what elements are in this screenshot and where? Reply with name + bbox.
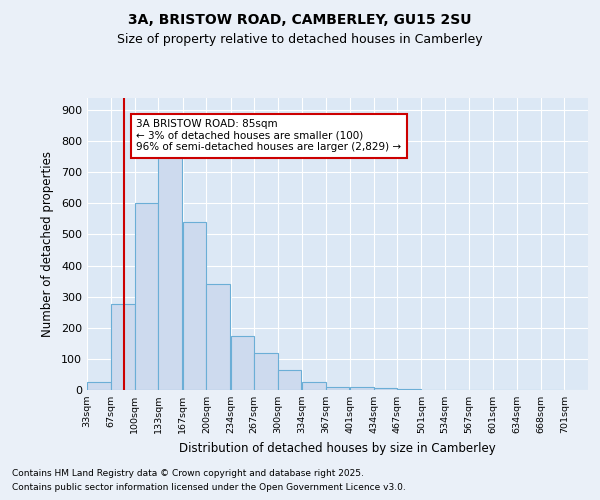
X-axis label: Distribution of detached houses by size in Camberley: Distribution of detached houses by size … — [179, 442, 496, 454]
Y-axis label: Number of detached properties: Number of detached properties — [41, 151, 54, 337]
Bar — [87, 382, 110, 390]
Bar — [374, 388, 397, 390]
Bar — [326, 387, 349, 390]
Text: Contains HM Land Registry data © Crown copyright and database right 2025.: Contains HM Land Registry data © Crown c… — [12, 468, 364, 477]
Bar — [158, 156, 182, 390]
Bar — [111, 304, 135, 390]
Bar — [206, 284, 230, 390]
Text: Size of property relative to detached houses in Camberley: Size of property relative to detached ho… — [117, 32, 483, 46]
Text: 3A BRISTOW ROAD: 85sqm
← 3% of detached houses are smaller (100)
96% of semi-det: 3A BRISTOW ROAD: 85sqm ← 3% of detached … — [136, 120, 401, 152]
Bar — [350, 387, 374, 390]
Bar — [254, 352, 278, 390]
Bar — [302, 382, 326, 390]
Bar — [278, 370, 301, 390]
Bar — [183, 222, 206, 390]
Bar — [230, 336, 254, 390]
Bar — [135, 204, 158, 390]
Text: Contains public sector information licensed under the Open Government Licence v3: Contains public sector information licen… — [12, 484, 406, 492]
Text: 3A, BRISTOW ROAD, CAMBERLEY, GU15 2SU: 3A, BRISTOW ROAD, CAMBERLEY, GU15 2SU — [128, 12, 472, 26]
